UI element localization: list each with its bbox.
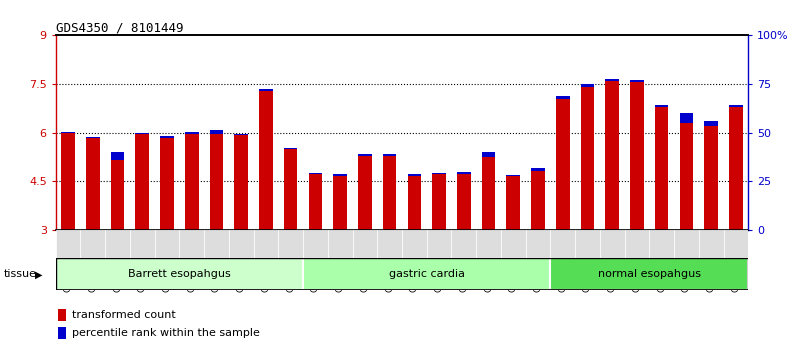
- Bar: [704, 121, 718, 126]
- Bar: [476, 230, 501, 258]
- Bar: [135, 135, 149, 230]
- Bar: [550, 258, 748, 290]
- Bar: [680, 123, 693, 230]
- Bar: [86, 138, 100, 230]
- Bar: [580, 84, 595, 87]
- Bar: [501, 230, 525, 258]
- Bar: [86, 137, 100, 138]
- Bar: [358, 156, 372, 230]
- Bar: [179, 230, 204, 258]
- Bar: [80, 230, 105, 258]
- Bar: [650, 230, 674, 258]
- Bar: [704, 126, 718, 230]
- Bar: [309, 173, 322, 174]
- Bar: [630, 82, 644, 230]
- Bar: [451, 230, 476, 258]
- Bar: [556, 99, 570, 230]
- Text: tissue: tissue: [4, 269, 37, 279]
- Bar: [56, 258, 303, 290]
- Bar: [377, 230, 402, 258]
- Bar: [432, 174, 446, 230]
- Bar: [729, 107, 743, 230]
- Bar: [655, 105, 669, 107]
- Bar: [284, 148, 298, 149]
- Bar: [724, 230, 748, 258]
- Bar: [729, 105, 743, 107]
- Bar: [580, 87, 595, 230]
- Bar: [234, 134, 248, 135]
- Bar: [531, 169, 544, 171]
- Bar: [209, 131, 224, 134]
- Bar: [111, 152, 124, 160]
- Bar: [254, 230, 279, 258]
- Bar: [259, 89, 273, 91]
- Bar: [525, 230, 550, 258]
- Bar: [427, 230, 451, 258]
- Bar: [284, 149, 298, 230]
- Bar: [334, 176, 347, 230]
- Bar: [58, 309, 67, 321]
- Bar: [408, 174, 421, 176]
- Text: GDS4350 / 8101449: GDS4350 / 8101449: [56, 21, 183, 34]
- Bar: [279, 230, 303, 258]
- Bar: [408, 176, 421, 230]
- Bar: [655, 107, 669, 230]
- Bar: [353, 230, 377, 258]
- Bar: [625, 230, 650, 258]
- Bar: [506, 176, 520, 230]
- Bar: [457, 174, 470, 230]
- Bar: [550, 230, 575, 258]
- Bar: [482, 152, 495, 157]
- Bar: [105, 230, 130, 258]
- Bar: [111, 160, 124, 230]
- Bar: [160, 136, 174, 138]
- Bar: [402, 230, 427, 258]
- Bar: [334, 174, 347, 176]
- Text: gastric cardia: gastric cardia: [388, 269, 465, 279]
- Bar: [482, 157, 495, 230]
- Bar: [383, 156, 396, 230]
- Bar: [204, 230, 229, 258]
- Bar: [154, 230, 179, 258]
- Bar: [56, 230, 80, 258]
- Bar: [575, 230, 600, 258]
- Bar: [303, 258, 550, 290]
- Bar: [234, 135, 248, 230]
- Bar: [531, 171, 544, 230]
- Bar: [630, 80, 644, 82]
- Bar: [328, 230, 353, 258]
- Bar: [699, 230, 724, 258]
- Bar: [160, 138, 174, 230]
- Bar: [185, 135, 198, 230]
- Bar: [383, 154, 396, 156]
- Bar: [680, 113, 693, 123]
- Bar: [209, 134, 224, 230]
- Bar: [606, 79, 619, 81]
- Bar: [457, 172, 470, 174]
- Bar: [61, 132, 75, 133]
- Bar: [674, 230, 699, 258]
- Bar: [506, 175, 520, 176]
- Text: Barrett esopahgus: Barrett esopahgus: [128, 269, 231, 279]
- Text: ▶: ▶: [35, 269, 42, 279]
- Text: transformed count: transformed count: [72, 310, 175, 320]
- Bar: [309, 174, 322, 230]
- Bar: [358, 154, 372, 156]
- Bar: [606, 81, 619, 230]
- Bar: [556, 96, 570, 99]
- Bar: [229, 230, 254, 258]
- Bar: [61, 133, 75, 230]
- Bar: [432, 173, 446, 174]
- Bar: [58, 327, 67, 339]
- Bar: [600, 230, 625, 258]
- Text: percentile rank within the sample: percentile rank within the sample: [72, 328, 259, 338]
- Bar: [303, 230, 328, 258]
- Bar: [185, 132, 198, 135]
- Bar: [135, 133, 149, 135]
- Text: normal esopahgus: normal esopahgus: [598, 269, 700, 279]
- Bar: [259, 91, 273, 230]
- Bar: [130, 230, 154, 258]
